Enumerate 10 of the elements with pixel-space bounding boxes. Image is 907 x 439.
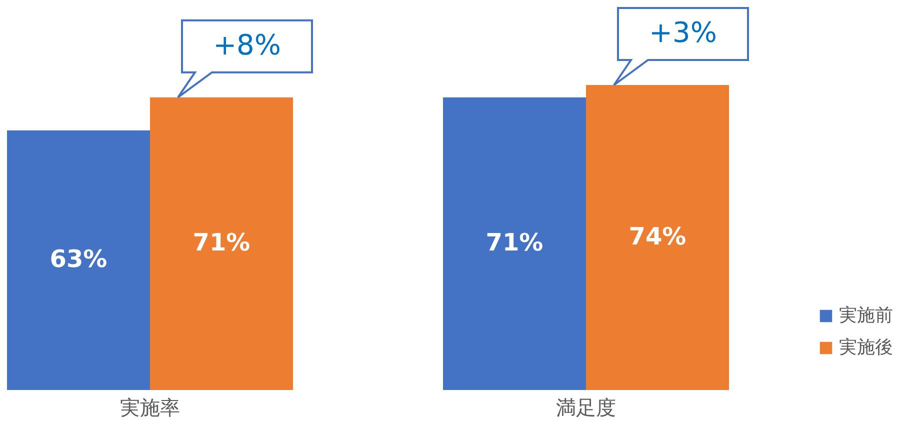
- data-label: 63%: [50, 245, 108, 274]
- data-label: 74%: [628, 222, 686, 250]
- legend-label: 実施前: [839, 305, 893, 326]
- data-label: 71%: [486, 228, 544, 257]
- data-label: 71%: [192, 228, 250, 257]
- x-tick-label: 満足度: [556, 396, 616, 420]
- legend-label: 実施後: [839, 337, 893, 358]
- x-tick-label: 実施率: [120, 396, 180, 420]
- annotation: +3%: [649, 16, 717, 49]
- annotation: +8%: [213, 28, 281, 62]
